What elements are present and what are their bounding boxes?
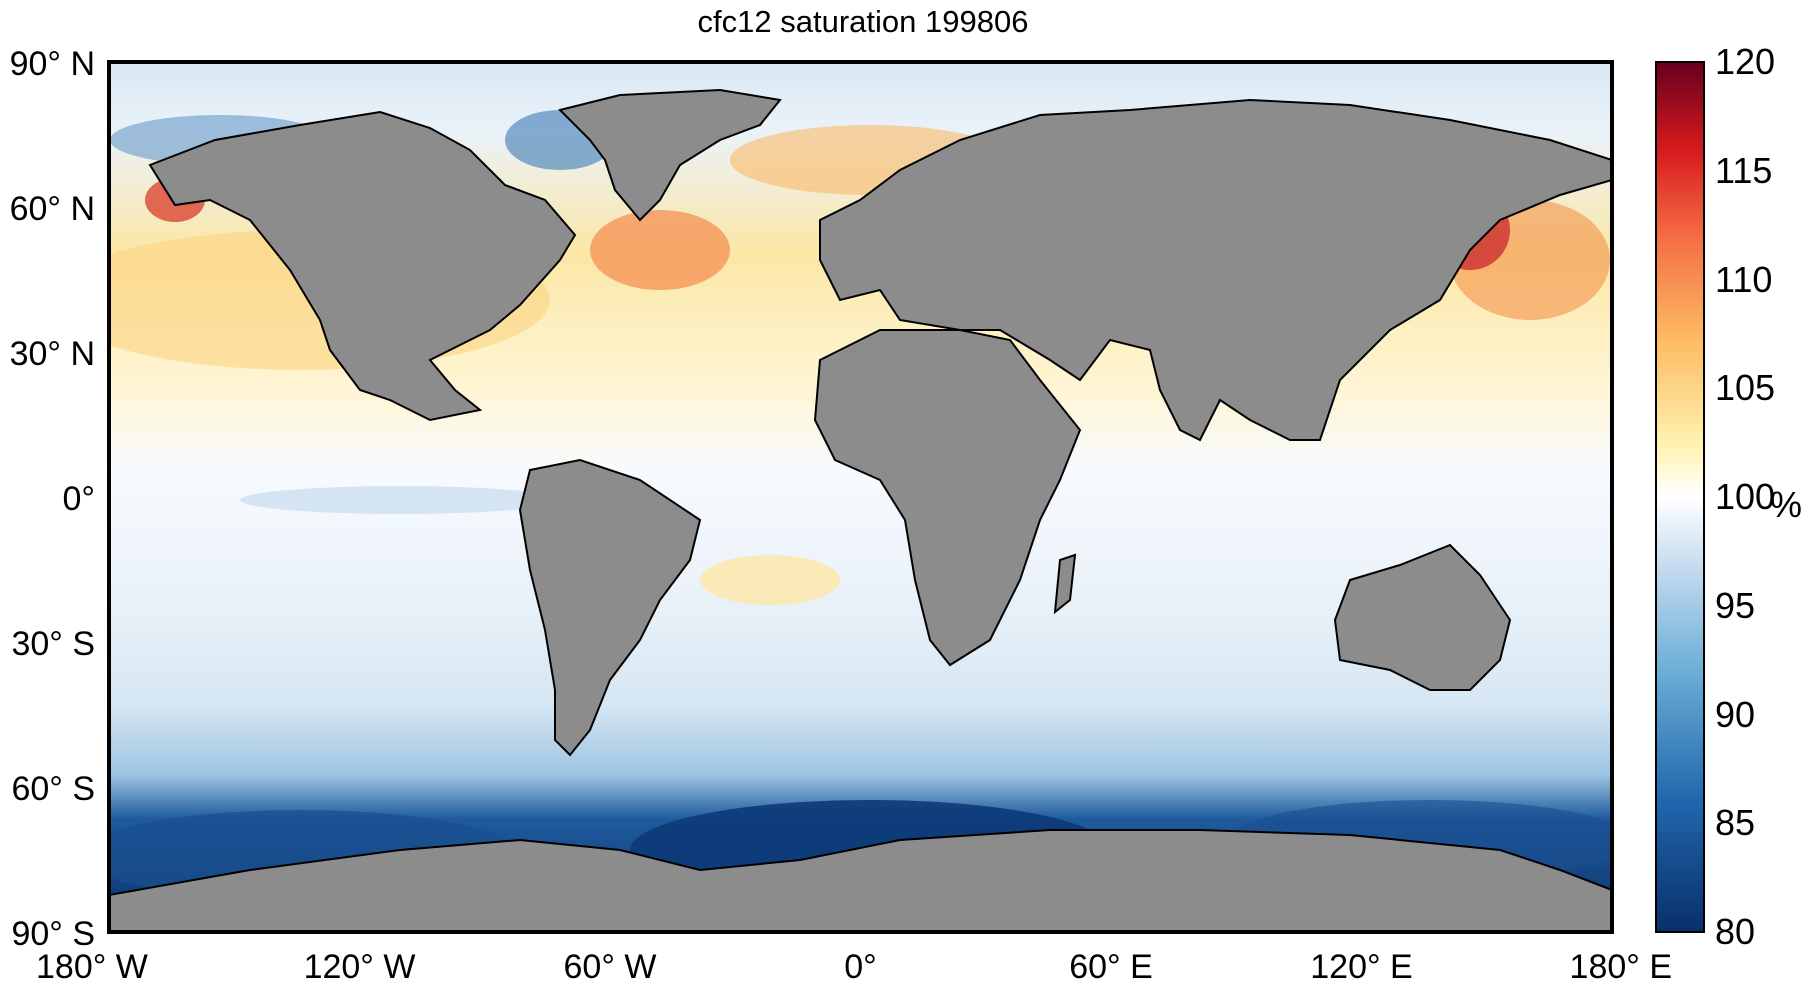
colorbar [1655,61,1705,933]
colorbar-unit: % [1770,484,1803,525]
land-masses [109,88,1612,932]
colorbar-tick-label: 120 [1715,41,1776,82]
colorbar-tick-label: 85 [1715,802,1756,844]
south-america-landmass [518,458,702,757]
colorbar-tick-label: 95 [1715,584,1756,626]
africa-landmass [813,329,1082,667]
map-title: cfc12 saturation 199806 [697,4,1029,39]
y-tick-label: 90° S [11,915,95,953]
x-tick-label: 180° E [1570,948,1672,984]
x-tick-label: 120° E [1310,948,1412,984]
north-america-landmass [148,110,577,422]
y-tick-label: 60° S [11,770,95,808]
australia-landmass [1333,543,1512,691]
x-tick-label: 120° W [304,948,416,984]
x-tick-label: 60° W [564,948,657,984]
greenland-landmass [558,88,782,222]
y-tick-label: 30° S [11,625,95,663]
x-tick-label: 0° [844,948,877,984]
y-tick-label: 90° N [10,45,95,83]
eurasia-landmass [819,98,1612,442]
y-tick-label: 30° N [10,335,95,373]
x-tick-label: 60° E [1069,948,1153,984]
y-tick-label: 0° [62,480,95,518]
colorbar-tick-label: 105 [1715,367,1776,409]
x-tick-label: 180° W [36,948,148,984]
colorbar-tick-label: 115 [1715,149,1773,191]
colorbar-tick-label: 100 [1715,476,1776,517]
colorbar-tick-label: 110 [1715,258,1773,300]
madagascar-landmass [1053,553,1077,615]
colorbar-tick-label: 80 [1715,911,1756,952]
map-frame [107,60,1614,934]
colorbar-tick-label: 90 [1715,693,1756,735]
y-tick-label: 60° N [10,190,95,228]
antarctica-landmass [109,829,1612,932]
